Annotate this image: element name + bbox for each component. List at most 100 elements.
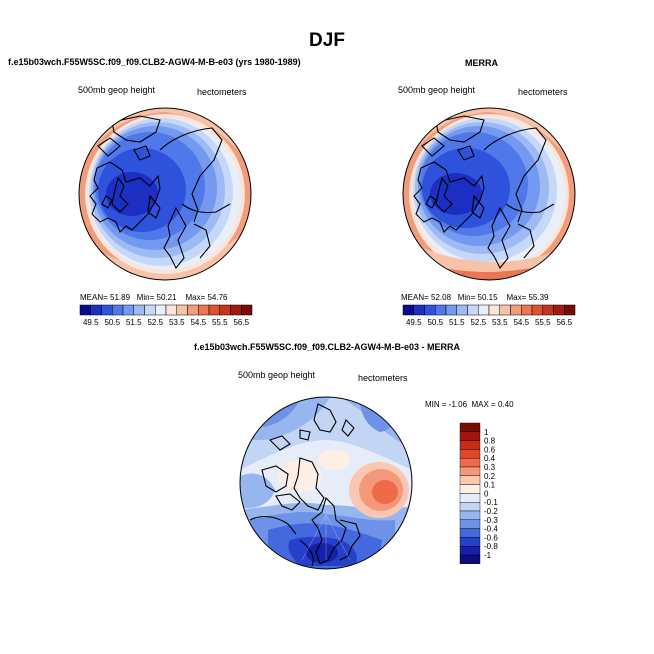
obs-colorbar-tick-label: 50.5 (427, 318, 443, 327)
obs-units-label: hectometers (518, 87, 568, 97)
model-colorbar-tick-label: 55.5 (212, 318, 228, 327)
obs-colorbar-tick-label: 54.5 (513, 318, 529, 327)
model-colorbar-swatch (165, 304, 177, 316)
model-stats: MEAN= 51.89 Min= 50.21 Max= 54.76 (80, 293, 228, 302)
diff-min-value: -1.06 (448, 400, 468, 409)
diff-colorbar-swatch (459, 431, 481, 441)
obs-colorbar-swatch (531, 304, 543, 316)
diff-polar-map (239, 396, 413, 570)
model-variable-label: 500mb geop height (78, 85, 156, 95)
diff-colorbar-tick-label: -0.2 (484, 507, 498, 516)
model-colorbar-tick-label: 52.5 (147, 318, 163, 327)
obs-colorbar: 49.5 50.5 51.5 52.5 53.5 54.5 55.5 56.5 (402, 304, 576, 327)
obs-variable-label: 500mb geop height (398, 85, 476, 95)
model-polar-map (78, 107, 252, 281)
diff-colorbar-tick-label: 0.8 (484, 437, 496, 446)
obs-colorbar-tick-label: 56.5 (556, 318, 572, 327)
obs-colorbar-swatch (445, 304, 457, 316)
obs-colorbar-tick-label: 53.5 (492, 318, 508, 327)
model-colorbar-swatch (90, 304, 102, 316)
obs-colorbar-tick-label: 52.5 (470, 318, 486, 327)
obs-max-value: 55.39 (528, 293, 549, 302)
obs-colorbar-swatch (553, 304, 565, 316)
model-mean-label: MEAN= (80, 293, 108, 302)
obs-colorbar-swatch (413, 304, 425, 316)
diff-colorbar-tick-label: 0.1 (484, 481, 496, 490)
model-colorbar-swatch (241, 304, 253, 316)
obs-colorbar-swatch (478, 304, 490, 316)
diff-colorbar-swatch (459, 466, 481, 477)
model-colorbar-tick-label: 50.5 (104, 318, 120, 327)
diff-colorbar-swatch (459, 519, 481, 529)
obs-colorbar-swatch (456, 304, 468, 316)
model-min-label: Min= (136, 293, 155, 302)
obs-polar-map (402, 107, 576, 281)
model-colorbar-tick-label: 54.5 (190, 318, 206, 327)
diff-colorbar-tick-label: -0.1 (484, 498, 498, 507)
obs-mean-value: 52.08 (431, 293, 452, 302)
diff-variable-label: 500mb geop height (238, 370, 316, 380)
model-colorbar-swatch (230, 304, 242, 316)
diff-colorbar-swatch (459, 458, 481, 468)
model-colorbar-tick-label: 53.5 (169, 318, 185, 327)
obs-colorbar-swatch (510, 304, 522, 316)
obs-colorbar-swatch (542, 304, 554, 316)
model-colorbar-tick-label: 56.5 (233, 318, 249, 327)
obs-mean-label: MEAN= (401, 293, 429, 302)
model-colorbar-swatch (122, 304, 134, 316)
diff-colorbar-tick-label: -0.6 (484, 533, 498, 542)
obs-panel-title: MERRA (465, 58, 498, 68)
diff-colorbar-tick-label: -0.4 (484, 525, 498, 534)
model-max-label: Max= (185, 293, 206, 302)
diff-colorbar-swatch (459, 554, 481, 565)
diff-colorbar-swatch (459, 440, 481, 450)
diff-colorbar-tick-label: 0.4 (484, 454, 496, 463)
diff-colorbar-swatch (459, 475, 481, 485)
model-colorbar-swatch (79, 304, 91, 316)
diff-colorbar-tick-label: 1 (484, 428, 489, 437)
diff-colorbar-swatch (459, 510, 481, 521)
model-colorbar-swatch (219, 304, 231, 316)
obs-colorbar-swatch (521, 304, 533, 316)
diff-colorbar-tick-label: 0.2 (484, 472, 496, 481)
model-max-value: 54.76 (207, 293, 228, 302)
diff-colorbar-tick-label: -1 (484, 551, 492, 560)
obs-min-value: 50.15 (477, 293, 498, 302)
diff-colorbar-tick-label: 0 (484, 489, 489, 498)
obs-colorbar-swatch (402, 304, 414, 316)
model-colorbar-swatch (144, 304, 156, 316)
model-colorbar-swatch (101, 304, 113, 316)
obs-colorbar-swatch (564, 304, 576, 316)
obs-colorbar-tick-label: 51.5 (449, 318, 465, 327)
obs-colorbar-swatch (424, 304, 436, 316)
diff-colorbar: 10.80.60.40.30.20.10-0.1-0.2-0.3-0.4-0.6… (459, 422, 498, 565)
diff-colorbar-tick-label: -0.8 (484, 542, 498, 551)
diff-colorbar-swatch (459, 546, 481, 556)
obs-colorbar-swatch (435, 304, 447, 316)
diff-colorbar-swatch (459, 484, 481, 494)
obs-colorbar-swatch (488, 304, 500, 316)
diff-colorbar-swatch (459, 422, 481, 433)
diff-colorbar-swatch (459, 502, 481, 512)
diff-min-label: MIN = (425, 400, 447, 409)
diff-colorbar-tick-label: -0.3 (484, 516, 498, 525)
model-colorbar-swatch (133, 304, 145, 316)
obs-max-label: Max= (506, 293, 527, 302)
obs-colorbar-tick-label: 55.5 (535, 318, 551, 327)
model-colorbar-tick-label: 51.5 (126, 318, 142, 327)
diff-minmax: MIN = -1.06 MAX = 0.40 (425, 400, 514, 409)
obs-stats: MEAN= 52.08 Min= 50.15 Max= 55.39 (401, 293, 549, 302)
model-colorbar: 49.5 50.5 51.5 52.5 53.5 54.5 55.5 56.5 (79, 304, 253, 327)
diff-colorbar-tick-label: 0.3 (484, 463, 496, 472)
model-units-label: hectometers (197, 87, 247, 97)
model-colorbar-swatch (187, 304, 199, 316)
model-colorbar-swatch (112, 304, 124, 316)
model-min-value: 50.21 (156, 293, 177, 302)
model-colorbar-tick-label: 49.5 (83, 318, 99, 327)
diff-max-value: 0.40 (497, 400, 514, 409)
diff-max-label: MAX = (471, 400, 496, 409)
obs-colorbar-swatch (499, 304, 511, 316)
model-mean-value: 51.89 (110, 293, 131, 302)
obs-min-label: Min= (457, 293, 476, 302)
